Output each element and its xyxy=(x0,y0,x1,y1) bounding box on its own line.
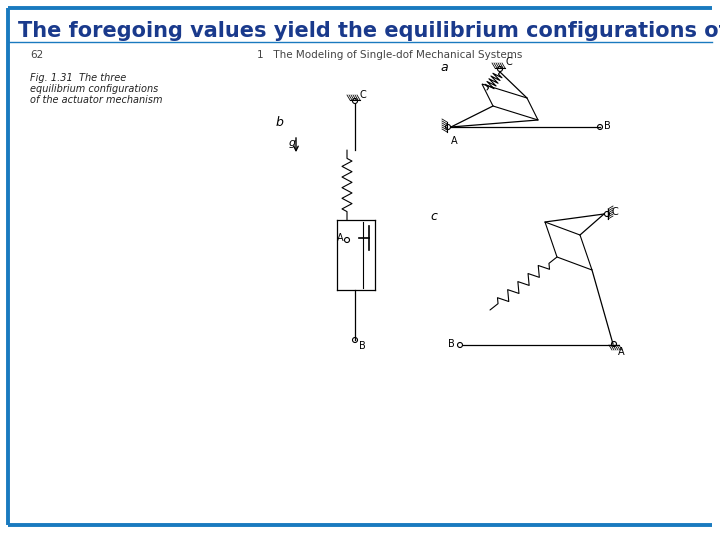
Text: a: a xyxy=(440,61,448,74)
Text: of the actuator mechanism: of the actuator mechanism xyxy=(30,95,163,105)
Text: b: b xyxy=(276,116,284,129)
Text: A: A xyxy=(451,136,458,146)
Text: 62: 62 xyxy=(30,50,43,60)
Text: g: g xyxy=(289,138,296,148)
Text: The foregoing values yield the equilibrium configurations of Fig. 1.31.: The foregoing values yield the equilibri… xyxy=(18,21,720,41)
Text: Fig. 1.31  The three: Fig. 1.31 The three xyxy=(30,73,126,83)
Text: equilibrium configurations: equilibrium configurations xyxy=(30,84,158,94)
Text: C: C xyxy=(612,207,618,217)
Text: B: B xyxy=(448,339,455,349)
Text: B: B xyxy=(359,341,366,351)
Text: A: A xyxy=(337,233,343,243)
Text: A: A xyxy=(618,347,625,357)
Text: B: B xyxy=(604,121,611,131)
Text: 1   The Modeling of Single-dof Mechanical Systems: 1 The Modeling of Single-dof Mechanical … xyxy=(257,50,523,60)
Text: C: C xyxy=(505,57,512,67)
Text: c: c xyxy=(430,210,437,223)
Text: C: C xyxy=(360,90,366,100)
